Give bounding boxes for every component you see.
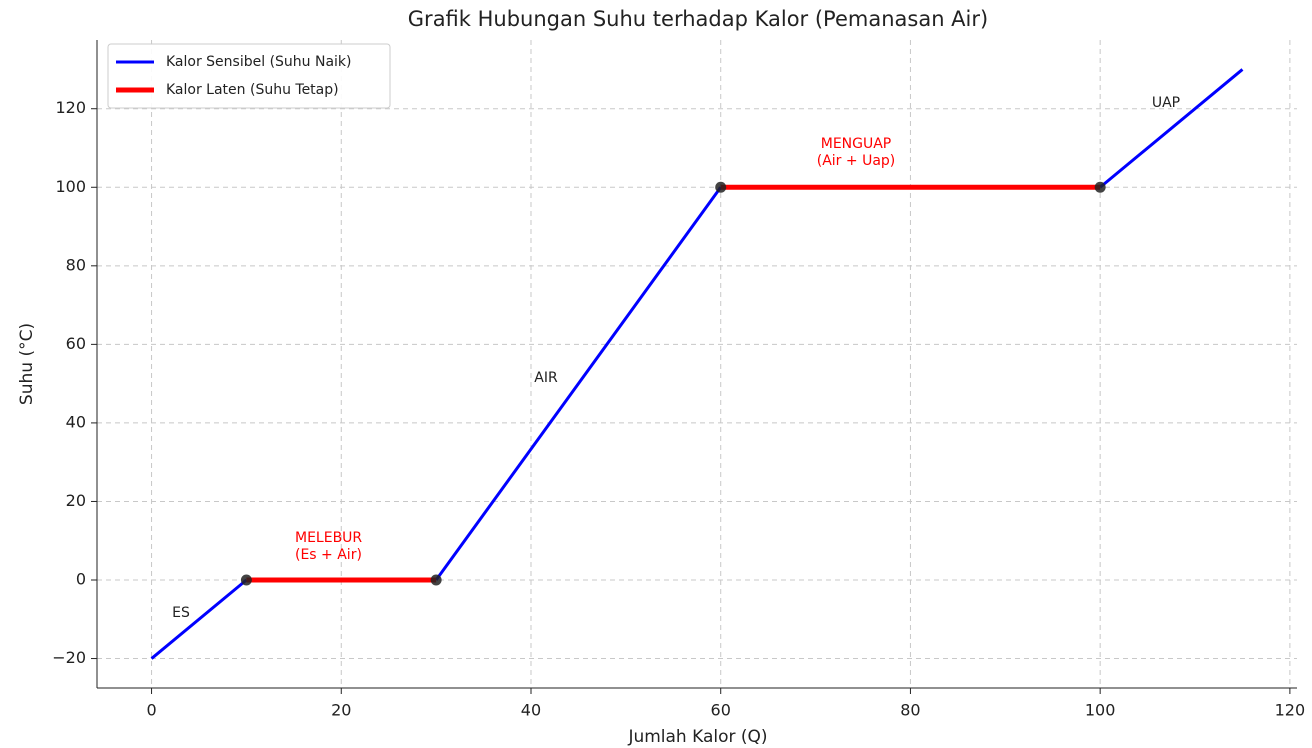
x-tick-label: 40 bbox=[521, 701, 541, 720]
legend-label: Kalor Sensibel (Suhu Naik) bbox=[166, 54, 352, 70]
x-tick-label: 100 bbox=[1085, 701, 1116, 720]
annotation: ES bbox=[172, 605, 190, 621]
point bbox=[240, 574, 252, 586]
point bbox=[715, 181, 727, 193]
y-tick-label: 60 bbox=[66, 334, 86, 353]
y-tick-label: 0 bbox=[76, 570, 86, 589]
annotation: UAP bbox=[1152, 95, 1180, 111]
x-tick-label: 80 bbox=[900, 701, 920, 720]
x-tick-label: 120 bbox=[1275, 701, 1306, 720]
annotation: MENGUAP bbox=[821, 136, 892, 152]
legend-label: Kalor Laten (Suhu Tetap) bbox=[166, 82, 339, 98]
x-axis-label: Jumlah Kalor (Q) bbox=[627, 727, 767, 747]
x-tick-label: 60 bbox=[711, 701, 731, 720]
y-tick-label: 40 bbox=[66, 412, 86, 431]
chart-title: Grafik Hubungan Suhu terhadap Kalor (Pem… bbox=[408, 7, 988, 31]
x-tick-label: 20 bbox=[331, 701, 351, 720]
x-tick-label: 0 bbox=[146, 701, 156, 720]
y-tick-label: −20 bbox=[52, 648, 86, 667]
line-segment bbox=[434, 186, 722, 581]
y-tick-label: 100 bbox=[55, 177, 86, 196]
annotation: (Es + Air) bbox=[295, 547, 362, 563]
y-tick-label: 120 bbox=[55, 98, 86, 117]
legend-box bbox=[107, 43, 391, 109]
point bbox=[430, 574, 442, 586]
y-tick-label: 80 bbox=[66, 255, 86, 274]
annotation: (Air + Uap) bbox=[817, 153, 896, 169]
line-segment bbox=[150, 578, 248, 660]
y-tick-label: 20 bbox=[66, 491, 86, 510]
annotation: AIR bbox=[534, 370, 558, 386]
line-segment bbox=[1099, 68, 1244, 189]
annotation: MELEBUR bbox=[295, 530, 362, 546]
y-axis-label: Suhu (°C) bbox=[17, 323, 37, 405]
point bbox=[1094, 181, 1106, 193]
